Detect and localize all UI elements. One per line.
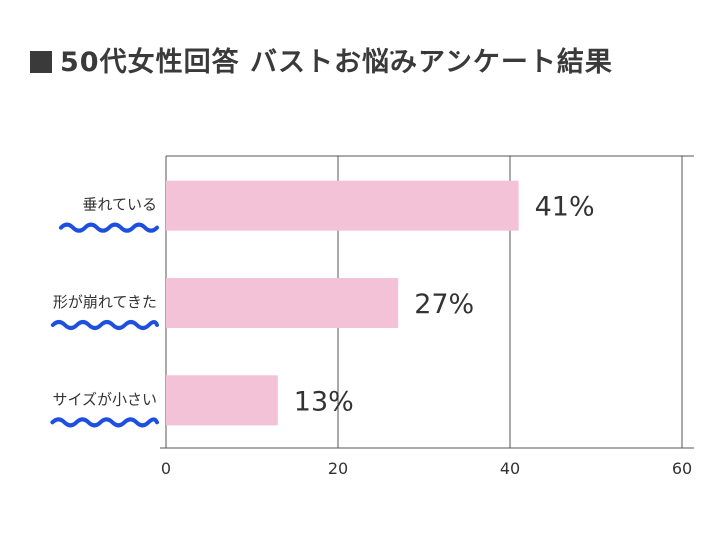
x-tick-label-2: 40 [500,459,520,478]
emphasis-dots: ・・・ [384,44,484,63]
bar-0 [166,180,519,231]
chart-title-text: 50代女性回答 バストお悩みアンケート結果 [60,47,613,78]
x-tick-label-3: 60 [672,459,692,478]
chart-title: 50代女性回答 バストお悩みアンケート結果 [30,40,613,79]
bar-1 [166,278,399,328]
x-tick-label-0: 0 [161,459,171,478]
value-label-2: 13% [294,386,354,417]
wavy-underline-1 [50,320,159,330]
category-label-0: 垂れている [82,196,157,214]
wavy-underline-2 [50,417,159,428]
value-label-1: 27% [414,289,474,320]
x-tick-label-1: 20 [328,459,348,478]
wavy-underline-0 [59,222,159,233]
bar-2 [166,375,278,426]
square-icon [30,51,52,73]
category-label-2: サイズが小さい [52,390,157,408]
value-label-0: 41% [535,192,595,223]
category-label-1: 形が崩れてきた [53,293,157,311]
